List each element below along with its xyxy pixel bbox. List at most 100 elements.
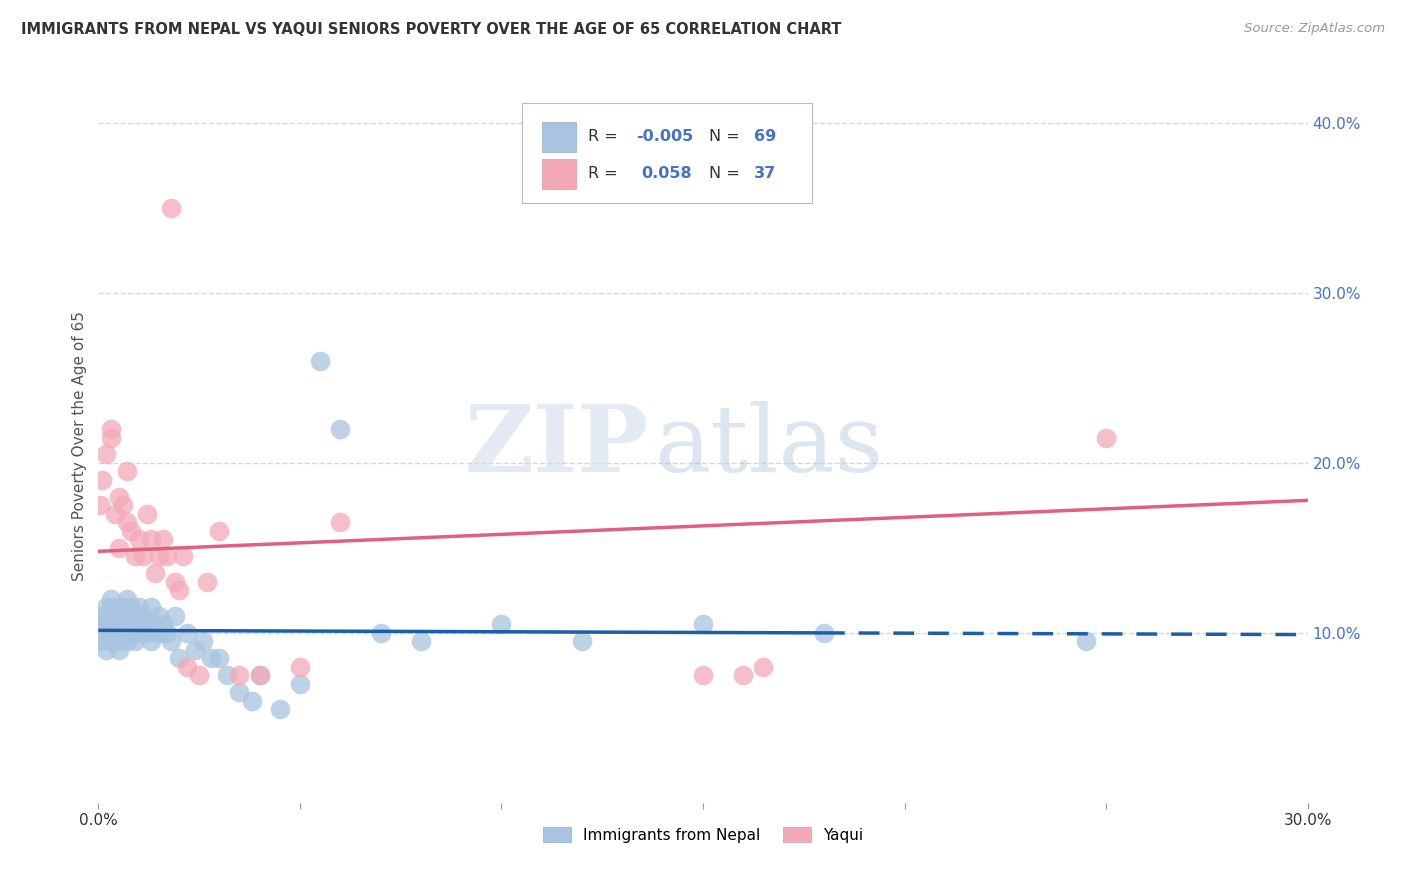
Point	[152, 617, 174, 632]
Point	[96, 617, 118, 632]
Point	[172, 549, 194, 564]
Point	[100, 617, 122, 632]
Point	[124, 617, 146, 632]
Point	[96, 643, 118, 657]
Point	[409, 634, 432, 648]
Point	[107, 490, 129, 504]
Point	[107, 643, 129, 657]
Point	[167, 583, 190, 598]
Point	[91, 608, 114, 623]
Point	[115, 608, 138, 623]
Point	[91, 473, 114, 487]
Y-axis label: Seniors Poverty Over the Age of 65: Seniors Poverty Over the Age of 65	[72, 311, 87, 581]
Text: Source: ZipAtlas.com: Source: ZipAtlas.com	[1244, 22, 1385, 36]
Point	[115, 516, 138, 530]
Point	[571, 634, 593, 648]
Point	[128, 626, 150, 640]
Point	[163, 608, 186, 623]
Point	[120, 608, 142, 623]
Point	[288, 677, 311, 691]
Point	[752, 660, 775, 674]
Point	[184, 643, 207, 657]
Point	[115, 634, 138, 648]
Text: atlas: atlas	[655, 401, 884, 491]
Text: N =: N =	[709, 166, 745, 181]
Point	[100, 430, 122, 444]
Point	[228, 685, 250, 699]
Point	[148, 626, 170, 640]
Point	[132, 549, 155, 564]
Point	[120, 626, 142, 640]
Point	[195, 574, 218, 589]
Point	[160, 201, 183, 215]
Point	[100, 634, 122, 648]
Point	[103, 608, 125, 623]
Point	[139, 600, 162, 615]
Text: R =: R =	[588, 129, 623, 145]
Point	[100, 422, 122, 436]
Point	[163, 574, 186, 589]
Point	[1074, 634, 1097, 648]
Point	[100, 600, 122, 615]
Point	[100, 608, 122, 623]
Text: 37: 37	[754, 166, 776, 181]
Point	[269, 702, 291, 716]
Point	[240, 694, 263, 708]
Point	[148, 549, 170, 564]
Point	[96, 626, 118, 640]
Point	[139, 533, 162, 547]
Point	[120, 600, 142, 615]
Point	[115, 591, 138, 606]
Point	[370, 626, 392, 640]
Point	[132, 608, 155, 623]
Point	[288, 660, 311, 674]
Point	[115, 465, 138, 479]
Text: ZIP: ZIP	[464, 401, 648, 491]
Point	[160, 634, 183, 648]
Point	[176, 626, 198, 640]
Point	[193, 634, 215, 648]
Point	[128, 533, 150, 547]
Point	[107, 541, 129, 555]
Point	[132, 617, 155, 632]
Point	[228, 668, 250, 682]
Point	[813, 626, 835, 640]
Point	[217, 668, 239, 682]
Point	[135, 626, 157, 640]
Point	[89, 617, 111, 632]
Point	[100, 591, 122, 606]
Point	[120, 524, 142, 538]
Point	[329, 516, 352, 530]
Point	[148, 608, 170, 623]
Point	[103, 634, 125, 648]
Point	[103, 626, 125, 640]
Text: 69: 69	[754, 129, 776, 145]
Point	[139, 634, 162, 648]
Point	[103, 617, 125, 632]
Point	[188, 668, 211, 682]
Text: N =: N =	[709, 129, 745, 145]
Point	[491, 617, 513, 632]
Text: IMMIGRANTS FROM NEPAL VS YAQUI SENIORS POVERTY OVER THE AGE OF 65 CORRELATION CH: IMMIGRANTS FROM NEPAL VS YAQUI SENIORS P…	[21, 22, 842, 37]
Point	[128, 600, 150, 615]
Point	[111, 617, 134, 632]
FancyBboxPatch shape	[543, 121, 576, 152]
Point	[91, 626, 114, 640]
FancyBboxPatch shape	[543, 159, 576, 189]
Point	[733, 668, 755, 682]
Point	[111, 600, 134, 615]
Point	[115, 617, 138, 632]
Point	[128, 608, 150, 623]
Point	[89, 499, 111, 513]
Text: 0.058: 0.058	[641, 166, 692, 181]
FancyBboxPatch shape	[522, 103, 811, 203]
Point	[103, 507, 125, 521]
Point	[111, 626, 134, 640]
Legend: Immigrants from Nepal, Yaqui: Immigrants from Nepal, Yaqui	[537, 821, 869, 848]
Point	[96, 600, 118, 615]
Point	[167, 651, 190, 665]
Point	[107, 608, 129, 623]
Point	[156, 626, 179, 640]
Point	[107, 600, 129, 615]
Point	[309, 354, 332, 368]
